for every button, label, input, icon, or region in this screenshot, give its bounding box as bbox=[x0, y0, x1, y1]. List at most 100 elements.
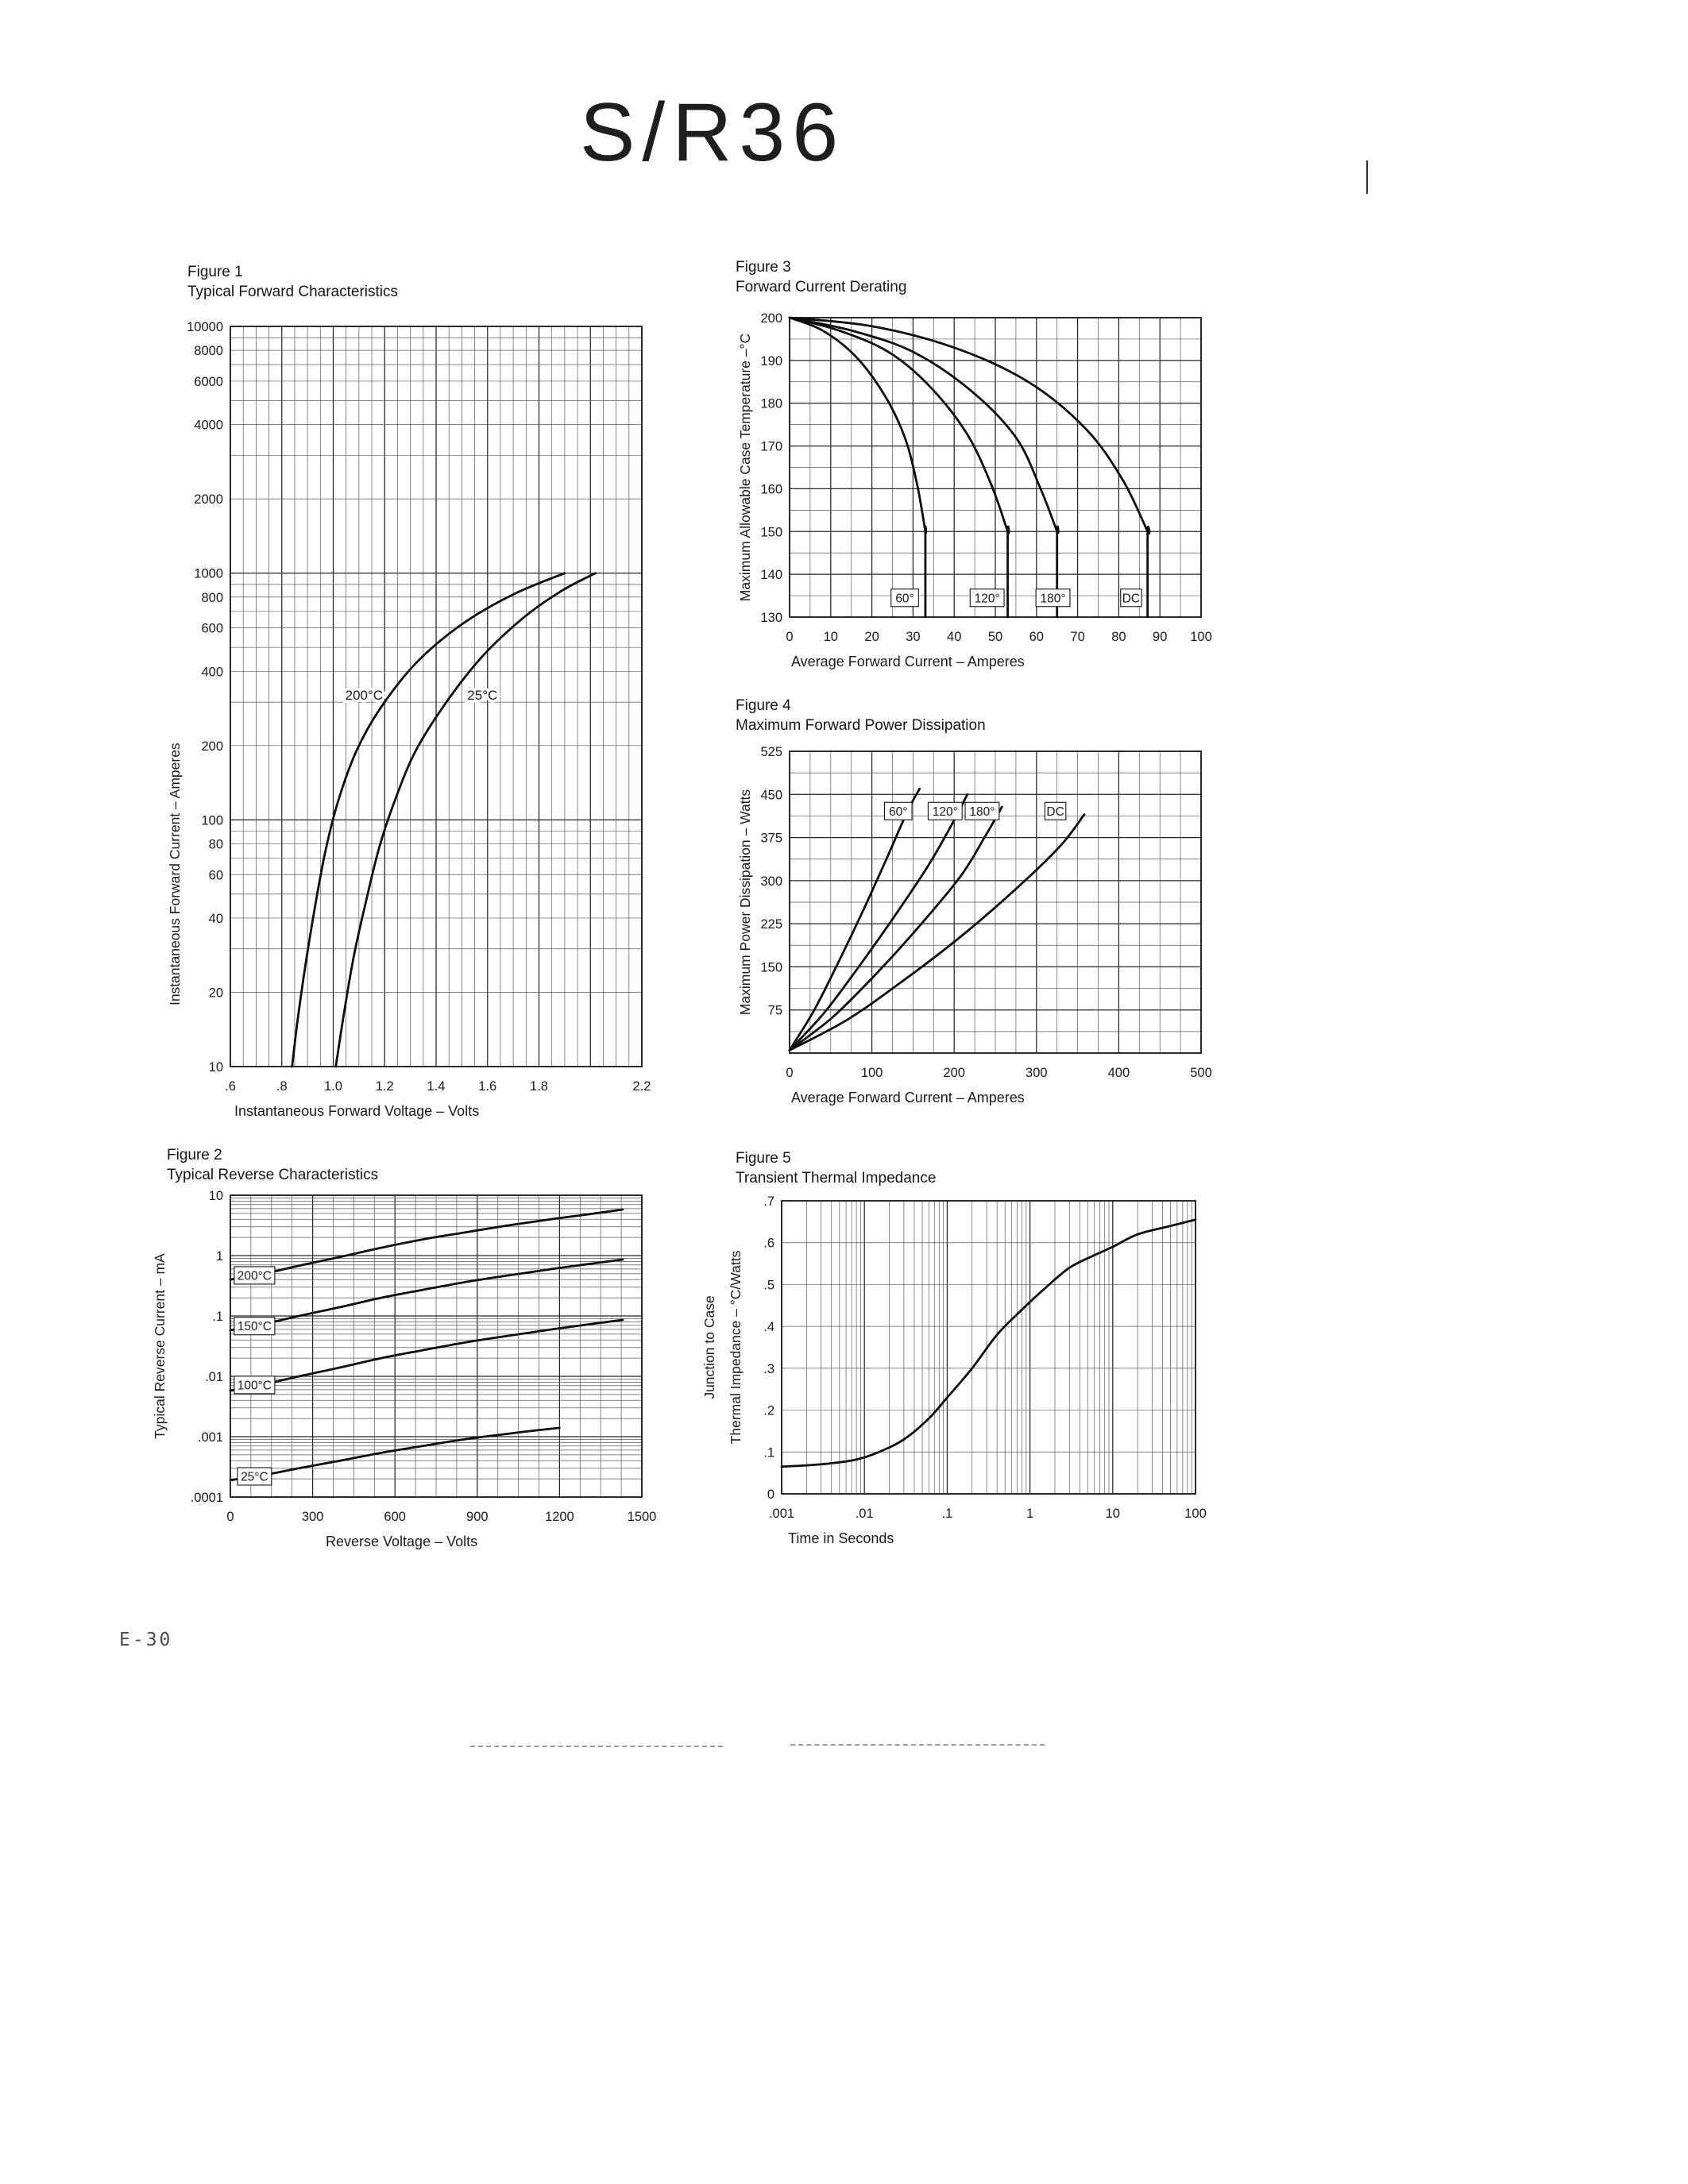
svg-text:1.8: 1.8 bbox=[530, 1079, 548, 1094]
svg-text:.1: .1 bbox=[212, 1310, 223, 1324]
svg-text:.5: .5 bbox=[763, 1278, 774, 1292]
figure-4-header: Figure 4 Maximum Forward Power Dissipati… bbox=[736, 696, 986, 735]
svg-text:160: 160 bbox=[760, 482, 782, 496]
svg-text:25°C: 25°C bbox=[467, 688, 497, 703]
figure-4-title: Maximum Forward Power Dissipation bbox=[736, 717, 986, 734]
svg-text:Typical Reverse Current – mA: Typical Reverse Current – mA bbox=[152, 1253, 168, 1439]
figure-1-chart: 200°C 25°C 10000 8000 6000 4000 2000 1000 800 600… bbox=[167, 320, 651, 1119]
svg-text:0: 0 bbox=[226, 1510, 234, 1524]
svg-text:40: 40 bbox=[947, 630, 961, 644]
svg-text:Junction to Case: Junction to Case bbox=[701, 1295, 717, 1399]
scan-mark-vertical bbox=[1366, 160, 1368, 194]
svg-text:1.2: 1.2 bbox=[376, 1079, 394, 1094]
svg-text:6000: 6000 bbox=[194, 375, 223, 389]
svg-text:.1: .1 bbox=[942, 1507, 953, 1521]
svg-text:Average Forward Current – Ampe: Average Forward Current – Amperes bbox=[791, 654, 1025, 669]
svg-text:20: 20 bbox=[209, 986, 223, 1000]
svg-text:90: 90 bbox=[1153, 630, 1167, 644]
svg-text:Maximum Power Dissipation – Wa: Maximum Power Dissipation – Watts bbox=[737, 789, 753, 1016]
svg-text:1000: 1000 bbox=[194, 567, 223, 581]
svg-text:150: 150 bbox=[760, 525, 782, 539]
scan-artifact-line bbox=[470, 1746, 723, 1747]
svg-text:1.4: 1.4 bbox=[427, 1079, 446, 1094]
svg-text:300: 300 bbox=[302, 1510, 324, 1524]
svg-text:.6: .6 bbox=[763, 1237, 774, 1251]
figure-4-label: Figure 4 bbox=[736, 697, 791, 714]
svg-text:75: 75 bbox=[768, 1004, 782, 1018]
svg-text:.3: .3 bbox=[763, 1362, 774, 1376]
svg-text:200: 200 bbox=[201, 739, 223, 754]
figure-5-chart: .7 .6 .5 .4 .3 .2 .1 0 .001 .01 .1 1 10 100 Time in Se… bbox=[701, 1194, 1207, 1546]
page-number: E-30 bbox=[119, 1630, 173, 1650]
svg-text:Maximum Allowable Case Tempera: Maximum Allowable Case Temperature –°C bbox=[737, 334, 753, 601]
svg-text:100: 100 bbox=[1190, 630, 1212, 644]
svg-text:100: 100 bbox=[861, 1066, 883, 1080]
svg-text:180°: 180° bbox=[1040, 592, 1065, 605]
svg-text:1: 1 bbox=[1026, 1507, 1033, 1521]
figure-3-chart: 60° 120° 180° DC 200 190 180 170 160 150 140 130 0 10… bbox=[737, 311, 1212, 669]
svg-text:120°: 120° bbox=[975, 592, 1000, 605]
svg-text:2000: 2000 bbox=[194, 492, 223, 507]
svg-text:10: 10 bbox=[824, 630, 838, 644]
svg-text:Average Forward Current – Ampe: Average Forward Current – Amperes bbox=[791, 1090, 1025, 1106]
svg-text:10: 10 bbox=[209, 1189, 223, 1203]
svg-text:0: 0 bbox=[786, 630, 793, 644]
svg-text:120°: 120° bbox=[933, 805, 958, 819]
figure-1-label: Figure 1 bbox=[187, 264, 243, 280]
svg-text:.001: .001 bbox=[769, 1507, 794, 1521]
svg-text:180°: 180° bbox=[969, 805, 995, 819]
svg-text:1.0: 1.0 bbox=[324, 1079, 342, 1094]
svg-text:600: 600 bbox=[201, 622, 223, 636]
svg-text:40: 40 bbox=[209, 912, 223, 926]
svg-text:1: 1 bbox=[216, 1249, 223, 1264]
svg-text:Reverse Voltage – Volts: Reverse Voltage – Volts bbox=[326, 1534, 477, 1549]
figure-1-title: Typical Forward Characteristics bbox=[187, 284, 399, 300]
svg-text:500: 500 bbox=[1190, 1066, 1212, 1080]
figure-2-title: Typical Reverse Characteristics bbox=[167, 1167, 379, 1183]
svg-text:1.6: 1.6 bbox=[478, 1079, 496, 1094]
svg-text:190: 190 bbox=[760, 354, 782, 369]
svg-text:Thermal Impedance – °C/Watts: Thermal Impedance – °C/Watts bbox=[728, 1250, 744, 1444]
svg-text:400: 400 bbox=[1108, 1066, 1130, 1080]
svg-text:.7: .7 bbox=[763, 1194, 774, 1209]
svg-text:1200: 1200 bbox=[545, 1510, 574, 1524]
svg-text:.0001: .0001 bbox=[191, 1491, 223, 1505]
svg-text:.6: .6 bbox=[225, 1079, 236, 1094]
svg-text:80: 80 bbox=[209, 837, 223, 851]
svg-text:100: 100 bbox=[201, 813, 223, 828]
figure-5-title: Transient Thermal Impedance bbox=[736, 1170, 937, 1187]
svg-text:900: 900 bbox=[466, 1510, 489, 1524]
svg-text:2.2: 2.2 bbox=[633, 1079, 651, 1094]
svg-text:300: 300 bbox=[1026, 1066, 1048, 1080]
svg-text:375: 375 bbox=[760, 832, 782, 846]
svg-text:Instantaneous Forward Current: Instantaneous Forward Current – Amperes bbox=[167, 743, 183, 1005]
svg-text:50: 50 bbox=[988, 630, 1002, 644]
svg-text:100: 100 bbox=[1184, 1507, 1207, 1521]
svg-text:200: 200 bbox=[943, 1066, 965, 1080]
svg-text:200: 200 bbox=[760, 311, 782, 326]
svg-text:DC: DC bbox=[1046, 805, 1064, 819]
page-title: S/R36 bbox=[580, 87, 846, 179]
figure-1-header: Figure 1 Typical Forward Characteristics bbox=[187, 262, 398, 302]
scan-artifact-line bbox=[790, 1744, 1045, 1746]
svg-text:4000: 4000 bbox=[194, 419, 223, 433]
svg-text:60: 60 bbox=[1029, 630, 1044, 644]
svg-text:800: 800 bbox=[201, 591, 223, 605]
svg-text:25°C: 25°C bbox=[241, 1470, 268, 1484]
svg-text:0: 0 bbox=[767, 1488, 774, 1502]
svg-text:170: 170 bbox=[760, 440, 782, 454]
svg-text:10000: 10000 bbox=[187, 320, 223, 334]
svg-text:80: 80 bbox=[1111, 630, 1126, 644]
svg-text:60°: 60° bbox=[895, 592, 914, 605]
svg-text:20: 20 bbox=[864, 630, 879, 644]
svg-text:.1: .1 bbox=[763, 1445, 774, 1460]
svg-text:200°C: 200°C bbox=[238, 1269, 272, 1283]
svg-text:200°C: 200°C bbox=[346, 688, 383, 703]
svg-text:525: 525 bbox=[760, 745, 782, 759]
svg-text:100°C: 100°C bbox=[238, 1379, 272, 1392]
svg-text:60°: 60° bbox=[889, 805, 907, 819]
svg-text:140: 140 bbox=[760, 568, 782, 582]
figure-5-label: Figure 5 bbox=[736, 1150, 791, 1167]
svg-text:Instantaneous Forward Voltage: Instantaneous Forward Voltage – Volts bbox=[234, 1103, 479, 1119]
